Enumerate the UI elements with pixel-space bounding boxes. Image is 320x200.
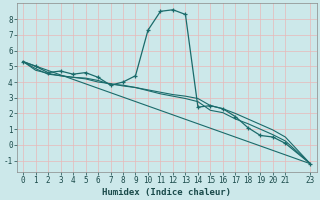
X-axis label: Humidex (Indice chaleur): Humidex (Indice chaleur) — [102, 188, 231, 197]
